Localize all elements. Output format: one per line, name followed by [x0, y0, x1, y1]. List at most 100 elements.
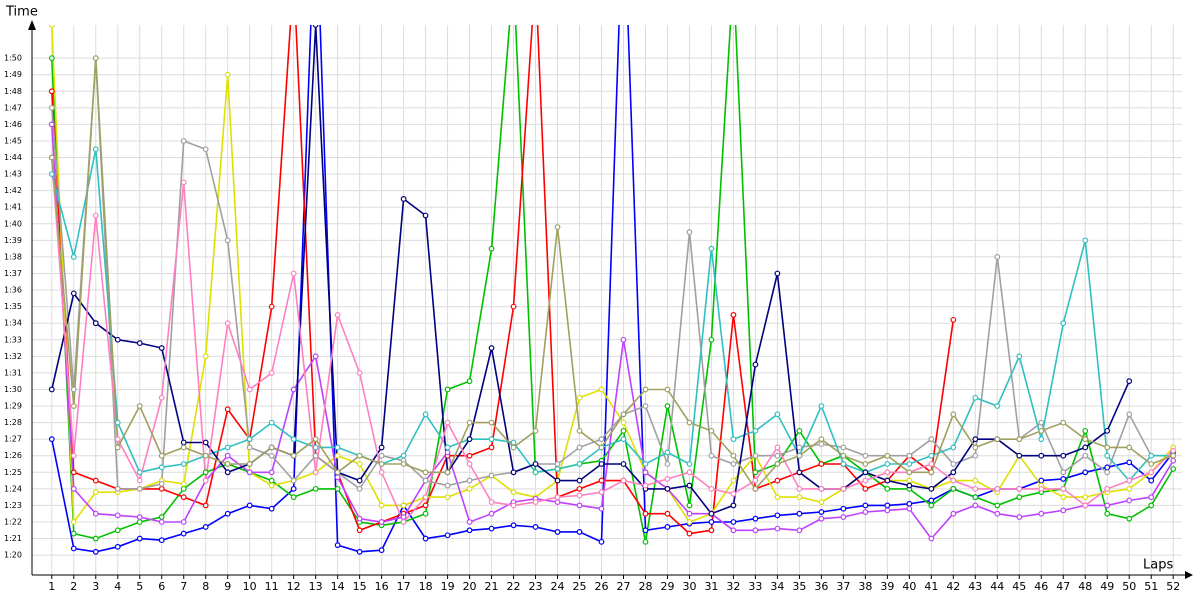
data-point [466, 519, 473, 525]
data-point [70, 519, 77, 525]
data-point [1104, 502, 1111, 509]
data-point [400, 452, 407, 459]
data-point [620, 477, 627, 484]
data-point [1148, 502, 1155, 509]
data-point [554, 466, 561, 472]
data-point [708, 245, 715, 252]
data-point [312, 469, 319, 476]
data-point [488, 245, 495, 252]
data-point [180, 138, 187, 144]
data-point [312, 436, 319, 443]
data-point [620, 436, 627, 443]
data-point [994, 254, 1001, 260]
data-point [136, 519, 143, 525]
data-point [730, 452, 737, 459]
data-point [686, 519, 693, 525]
data-point [884, 507, 891, 514]
data-point [48, 104, 55, 111]
data-point [972, 436, 979, 443]
data-point [576, 492, 583, 499]
data-point [158, 537, 165, 544]
x-tick-label: 46 [1034, 580, 1048, 593]
data-point [1082, 502, 1089, 509]
data-point [224, 444, 231, 451]
series-line [51, 58, 1174, 491]
data-point [444, 419, 451, 426]
data-point [466, 452, 473, 459]
data-point [730, 527, 737, 534]
data-point [92, 510, 99, 517]
data-point [246, 469, 253, 476]
data-point [224, 461, 231, 467]
data-point [268, 469, 275, 476]
data-point [576, 461, 583, 467]
x-tick-label: 5 [136, 580, 143, 593]
x-tick-label: 35 [792, 580, 806, 593]
y-axis-label: Time [5, 5, 38, 20]
data-point [928, 502, 935, 509]
data-point [642, 461, 649, 467]
y-tick-label: 1:28 [4, 418, 22, 427]
data-point [488, 419, 495, 426]
x-tick-label: 39 [880, 580, 894, 593]
data-point [114, 444, 121, 451]
x-tick-label: 49 [1100, 580, 1114, 593]
x-tick-label: 8 [202, 580, 209, 593]
data-point [928, 469, 935, 476]
data-point [906, 482, 913, 489]
data-point [818, 515, 825, 522]
data-point [268, 477, 275, 484]
data-point [708, 427, 715, 434]
data-point [950, 444, 957, 451]
data-point [796, 494, 803, 501]
data-point [928, 452, 935, 459]
data-point [664, 485, 671, 492]
data-point [840, 505, 847, 512]
data-point [598, 477, 605, 484]
data-point [1126, 515, 1133, 522]
data-point [884, 477, 891, 484]
data-point [488, 345, 495, 351]
data-point [862, 509, 869, 515]
data-point [576, 485, 583, 492]
data-point [422, 477, 429, 484]
x-tick-label: 9 [224, 580, 231, 593]
series-line [51, 25, 955, 535]
x-tick-label: 50 [1122, 580, 1136, 593]
data-point [554, 494, 561, 501]
data-point [774, 444, 781, 451]
y-tick-label: 1:21 [4, 534, 22, 543]
data-point [444, 444, 451, 451]
data-point [840, 485, 847, 492]
data-point [884, 469, 891, 476]
data-point [158, 394, 165, 401]
data-point [576, 394, 583, 401]
x-tick-label: 7 [180, 580, 187, 593]
data-point [752, 427, 759, 434]
data-point [268, 482, 275, 489]
data-point [752, 361, 759, 368]
data-point [576, 444, 583, 451]
data-point [664, 476, 671, 482]
data-point [114, 436, 121, 443]
data-point [554, 499, 561, 506]
data-point [180, 519, 187, 525]
data-point [730, 461, 737, 467]
data-point [1016, 436, 1023, 443]
data-point [224, 320, 231, 327]
data-point [972, 444, 979, 451]
data-point [180, 444, 187, 451]
data-point [136, 340, 143, 346]
data-point [136, 477, 143, 484]
series-line [51, 25, 1130, 515]
data-point [92, 55, 99, 62]
data-point [862, 452, 869, 459]
data-point [752, 485, 759, 492]
data-point [1104, 427, 1111, 434]
data-point [686, 461, 693, 467]
data-point [1148, 461, 1155, 467]
x-tick-label: 27 [616, 580, 630, 593]
data-point [576, 427, 583, 434]
data-point [510, 489, 517, 496]
